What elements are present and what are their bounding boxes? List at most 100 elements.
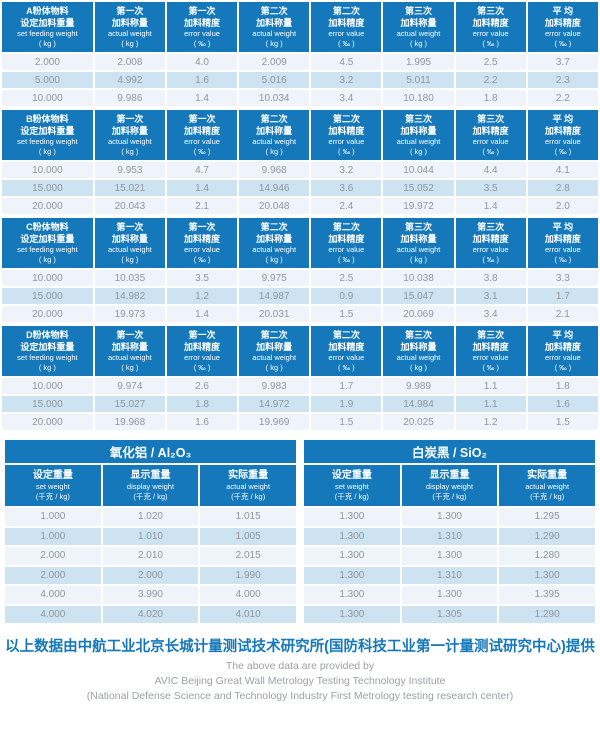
header-en: error value xyxy=(544,353,581,362)
header-unit: (千克 / kg) xyxy=(432,491,467,501)
data-cell: 3.2 xyxy=(311,162,382,178)
data-cell: 2.2 xyxy=(527,90,598,106)
data-cell: 10.000 xyxy=(2,162,93,178)
data-cell: 1.395 xyxy=(499,586,595,604)
data-cell: 1.300 xyxy=(401,508,498,526)
table-row: 2.000 2.000 1.990 xyxy=(5,566,296,584)
header-en: set feeding weight xyxy=(17,353,78,362)
data-cell: 4.7 xyxy=(166,162,238,178)
data-cell: 4.000 xyxy=(5,605,101,623)
header-cn: 实际重量 xyxy=(527,470,568,481)
data-cell: 2.5 xyxy=(455,54,526,70)
data-cell: 3.2 xyxy=(311,72,382,88)
header-unit: ( kg ) xyxy=(38,254,56,264)
header-unit: ( kg ) xyxy=(38,362,56,372)
table-row: 1.000 1.010 1.005 xyxy=(5,527,296,545)
data-cell: 2.010 xyxy=(102,547,199,565)
data-cell: 20.031 xyxy=(239,306,310,322)
data-cell: 10.000 xyxy=(2,90,93,106)
header-cn-line1: 第三次 xyxy=(404,114,432,124)
header-en: error value xyxy=(544,137,581,146)
data-cell: 2.015 xyxy=(200,547,296,565)
header-cell: 第二次 加料称量 actual weight( kg ) xyxy=(239,110,310,160)
header-unit: ( ‰ ) xyxy=(193,362,211,372)
data-cell: 19.968 xyxy=(94,414,165,430)
header-row: 设定重量 set weight (千克 / kg) 显示重量 display weigh… xyxy=(304,465,595,506)
header-unit: ( ‰ ) xyxy=(338,362,355,372)
header-cn-line1: 第三次 xyxy=(477,222,505,232)
header-unit: ( kg ) xyxy=(265,146,283,156)
header-cell: 第三次 加料精度 error value( ‰ ) xyxy=(455,2,526,52)
header-cell: 第二次 加料精度 error value( ‰ ) xyxy=(311,110,382,160)
data-cell: 1.5 xyxy=(527,414,598,430)
header-cell: 显示重量 display weight (千克 / kg) xyxy=(401,465,498,506)
data-cell: 10.035 xyxy=(94,270,165,286)
material-title: 氧化铝 / Al₂O₃ xyxy=(5,440,296,463)
header-unit: ( kg ) xyxy=(409,254,428,264)
data-cell: 4.000 xyxy=(200,586,296,604)
data-cell: 1.4 xyxy=(455,198,526,214)
header-cell: 第二次 加料称量 actual weight( kg ) xyxy=(239,218,310,268)
header-en: actual weight xyxy=(396,29,441,38)
data-cell: 20.000 xyxy=(2,414,93,430)
header-cn-line2: 加料精度 xyxy=(472,234,509,244)
data-cell: 2.6 xyxy=(166,378,238,394)
header-cn-line2: 加料称量 xyxy=(256,234,293,244)
header-cn-line2: 加料称量 xyxy=(111,126,148,136)
table-row: 20.000 19.968 1.6 19.969 1.5 20.025 1.2 1.5 xyxy=(2,414,598,430)
data-cell: 2.4 xyxy=(311,198,382,214)
header-en: error value xyxy=(328,245,365,254)
data-cell: 1.8 xyxy=(527,378,598,394)
data-cell: 20.000 xyxy=(2,306,93,322)
header-cn-line1: 第三次 xyxy=(477,114,505,124)
header-cn-line1: C粉体物料 xyxy=(26,222,69,232)
header-unit: ( kg ) xyxy=(409,38,428,48)
header-unit: ( kg ) xyxy=(121,254,139,264)
data-cell: 15.000 xyxy=(2,288,93,304)
data-cell: 3.7 xyxy=(527,54,598,70)
header-cn-line1: 第三次 xyxy=(404,6,432,16)
header-cn: 显示重量 xyxy=(130,470,171,481)
header-cell: 平 均加料精度 error value( ‰ ) xyxy=(527,110,598,160)
data-cell: 1.015 xyxy=(200,508,296,526)
header-cell: A粉体物料 设定加料重量 set feeding weight( kg ) xyxy=(2,2,93,52)
data-cell: 1.990 xyxy=(200,566,296,584)
header-en: actual weight xyxy=(396,353,441,362)
data-cell: 1.300 xyxy=(401,586,498,604)
data-cell: 1.4 xyxy=(166,180,238,196)
data-cell: 10.038 xyxy=(383,270,454,286)
header-en: error value xyxy=(184,353,220,362)
title-row: 氧化铝 / Al₂O₃ xyxy=(5,440,296,463)
data-cell: 2.009 xyxy=(239,54,310,70)
data-cell: 9.974 xyxy=(94,378,165,394)
header-en: actual weight xyxy=(107,353,152,362)
header-unit: ( ‰ ) xyxy=(193,38,211,48)
data-cell: 14.987 xyxy=(239,288,310,304)
header-cn-line1: 平 均 xyxy=(552,6,574,16)
data-cell: 1.300 xyxy=(304,508,400,526)
header-unit: ( kg ) xyxy=(121,38,139,48)
header-cell: 实际重量 actual weight (千克 / kg) xyxy=(499,465,595,506)
material-tables-section: 氧化铝 / Al₂O₃ 设定重量 set weight (千克 / kg) 显示重量 di… xyxy=(0,438,600,625)
footer-provider-cn: 以上数据由中航工业北京长城计量测试技术研究所(国防科技工业第一计量测试研究中心)… xyxy=(5,639,595,655)
header-unit: ( kg ) xyxy=(265,38,283,48)
header-cell: B粉体物料 设定加料重量 set feeding weight( kg ) xyxy=(2,110,93,160)
data-cell: 4.1 xyxy=(527,162,598,178)
header-cell: 第一次 加料称量 actual weight( kg ) xyxy=(94,218,165,268)
footer-provider-en-line2: AVIC Beijing Great Wall Metrology Testin… xyxy=(154,675,446,687)
data-cell: 10.034 xyxy=(239,90,310,106)
table-row: 1.300 1.300 1.395 xyxy=(304,586,595,604)
powder-table-a: A粉体物料 设定加料重量 set feeding weight( kg ) 第一次 加料… xyxy=(0,0,600,108)
header-en: set weight xyxy=(334,482,369,491)
header-cn-line1: 第一次 xyxy=(188,222,216,232)
header-cn-line2: 加料称量 xyxy=(111,234,148,244)
header-unit: ( ‰ ) xyxy=(338,38,355,48)
data-cell: 5.016 xyxy=(239,72,310,88)
header-cn-line2: 加料精度 xyxy=(328,18,365,28)
data-cell: 14.972 xyxy=(239,396,310,412)
data-cell: 10.044 xyxy=(383,162,454,178)
table-row: 10.000 9.974 2.6 9.983 1.7 9.989 1.1 1.8 xyxy=(2,378,598,394)
header-cn-line2: 加料精度 xyxy=(544,18,581,28)
data-cell: 1.4 xyxy=(166,306,238,322)
powder-table-b: B粉体物料 设定加料重量 set feeding weight( kg ) 第一次 加料… xyxy=(0,108,600,216)
